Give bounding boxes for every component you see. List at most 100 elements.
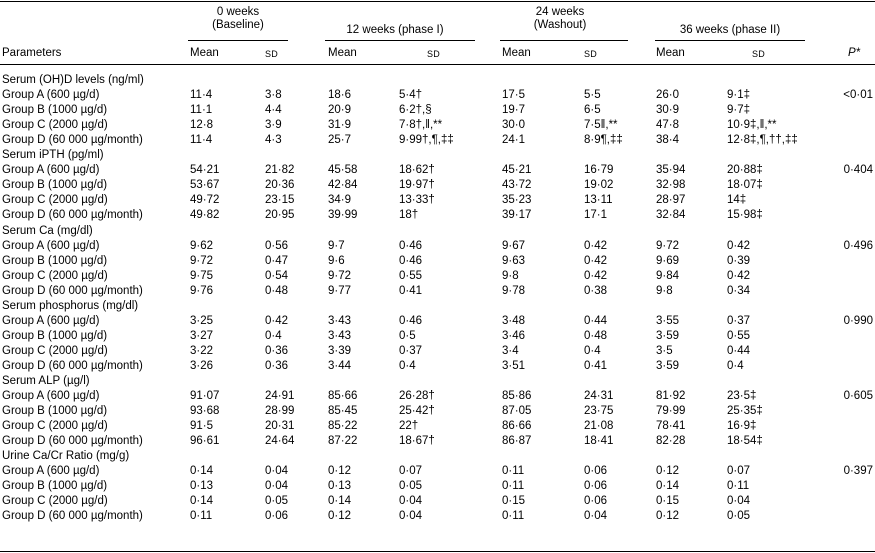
group-label: Group A (600 µg/d) <box>2 89 100 102</box>
p-value-header: P* <box>848 47 861 59</box>
mean-value: 9·8 <box>656 284 673 297</box>
sd-value: 6·5 <box>584 104 601 117</box>
sd-value: 22† <box>399 420 419 433</box>
sd-value: 0·4 <box>584 344 601 357</box>
mean-value: 0·15 <box>502 495 526 508</box>
sd-value: 9·99†,¶,‡‡ <box>399 134 454 147</box>
mean-value: 35·23 <box>502 194 532 207</box>
sd-value: 23·75 <box>584 405 614 418</box>
group-label: Group A (600 µg/d) <box>2 314 100 327</box>
sd-value: 0·46 <box>399 239 423 252</box>
sd-header-0: SD <box>265 49 279 59</box>
sd-value: 15·98‡ <box>727 209 763 222</box>
mean-value: 91·5 <box>190 420 214 433</box>
mean-value: 0·11 <box>502 465 525 478</box>
mean-value: 3·25 <box>190 314 214 327</box>
group-label: Group D (60 000 µg/month) <box>2 284 143 297</box>
group-label: Group B (1000 µg/d) <box>2 254 108 267</box>
mean-value: 45·58 <box>328 164 358 177</box>
mean-value: 85·45 <box>328 405 358 418</box>
sd-value: 0·39 <box>727 254 751 267</box>
mean-value: 0·13 <box>328 480 352 493</box>
sd-value: 18·62† <box>399 164 435 177</box>
group-label: Group C (2000 µg/d) <box>2 344 108 357</box>
group-label: Group C (2000 µg/d) <box>2 495 108 508</box>
sd-value: 0·55 <box>399 269 423 282</box>
mean-value: 87·22 <box>328 435 358 448</box>
mean-value: 9·75 <box>190 269 214 282</box>
sd-value: 18† <box>399 209 419 222</box>
mean-value: 30·0 <box>502 119 526 132</box>
section-title: Serum (OH)D levels (ng/ml) <box>2 74 144 86</box>
group-label: Group D (60 000 µg/month) <box>2 209 143 222</box>
sd-value: 21·82 <box>265 164 295 177</box>
section-title: Serum ALP (µg/l) <box>2 375 90 387</box>
mean-value: 87·05 <box>502 405 532 418</box>
sd-value: 0·41 <box>584 359 608 372</box>
bottom-rule <box>0 551 875 552</box>
mean-value: 25·7 <box>328 134 352 147</box>
mean-value: 79·99 <box>656 405 686 418</box>
group-label: Group A (600 µg/d) <box>2 164 100 177</box>
mean-value: 86·87 <box>502 435 532 448</box>
mean-value: 3·26 <box>190 359 214 372</box>
mean-value: 9·69 <box>656 254 680 267</box>
parameters-header: Parameters <box>2 47 62 59</box>
period-header-0: 0 weeks (Baseline) <box>190 6 286 32</box>
mean-value: 0·14 <box>190 495 214 508</box>
sd-value: 0·4 <box>265 329 282 342</box>
mean-value: 38·4 <box>656 134 680 147</box>
sd-value: 17·1 <box>584 209 608 222</box>
group-label: Group C (2000 µg/d) <box>2 194 108 207</box>
mean-value: 32·84 <box>656 209 686 222</box>
sd-value: 0·4 <box>399 359 416 372</box>
mean-value: 32·98 <box>656 179 686 192</box>
period-rule-1 <box>325 40 475 41</box>
sd-value: 0·36 <box>265 344 289 357</box>
mean-value: 3·59 <box>656 329 680 342</box>
sd-value: 0·04 <box>727 495 751 508</box>
sd-value: 0·06 <box>584 480 608 493</box>
mean-value: 0·14 <box>328 495 352 508</box>
mean-value: 3·46 <box>502 329 526 342</box>
mean-value: 3·51 <box>502 359 526 372</box>
mean-value: 9·8 <box>502 269 519 282</box>
mean-value: 39·99 <box>328 209 358 222</box>
sd-value: 0·42 <box>727 269 751 282</box>
mean-value: 9·78 <box>502 284 526 297</box>
period-0-line1: 0 weeks <box>216 6 260 18</box>
sd-value: 0·42 <box>584 239 608 252</box>
sd-value: 21·08 <box>584 420 614 433</box>
sd-value: 0·37 <box>399 344 423 357</box>
sd-value: 0·46 <box>399 314 423 327</box>
sd-value: 28·99 <box>265 405 295 418</box>
mean-value: 47·8 <box>656 119 680 132</box>
sd-value: 0·4 <box>727 359 744 372</box>
group-label: Group B (1000 µg/d) <box>2 480 108 493</box>
mean-value: 26·0 <box>656 89 680 102</box>
mean-value: 3·4 <box>502 344 519 357</box>
period-header-2: 24 weeks (Washout) <box>495 6 625 32</box>
sd-value: 14‡ <box>727 194 747 207</box>
sd-value: 0·11 <box>727 480 750 493</box>
mean-value: 0·14 <box>656 480 680 493</box>
group-label: Group A (600 µg/d) <box>2 390 100 403</box>
mean-value: 81·92 <box>656 390 686 403</box>
sd-value: 5·4† <box>399 89 423 102</box>
p-value: <0·01 <box>843 89 873 102</box>
sd-value: 0·07 <box>727 465 751 478</box>
mean-header-0: Mean <box>190 47 219 59</box>
mean-value: 9·62 <box>190 239 214 252</box>
sd-value: 0·54 <box>265 269 289 282</box>
sd-value: 20·95 <box>265 209 295 222</box>
mean-value: 78·41 <box>656 420 686 433</box>
mean-value: 9·6 <box>328 254 345 267</box>
sd-value: 23·15 <box>265 194 295 207</box>
mean-value: 9·72 <box>190 254 214 267</box>
sd-value: 0·04 <box>265 480 289 493</box>
sd-value: 9·7‡ <box>727 104 751 117</box>
mean-value: 3·48 <box>502 314 526 327</box>
section-title: Serum Ca (mg/dl) <box>2 224 93 237</box>
sd-value: 20·36 <box>265 179 295 192</box>
mean-value: 0·14 <box>190 465 214 478</box>
